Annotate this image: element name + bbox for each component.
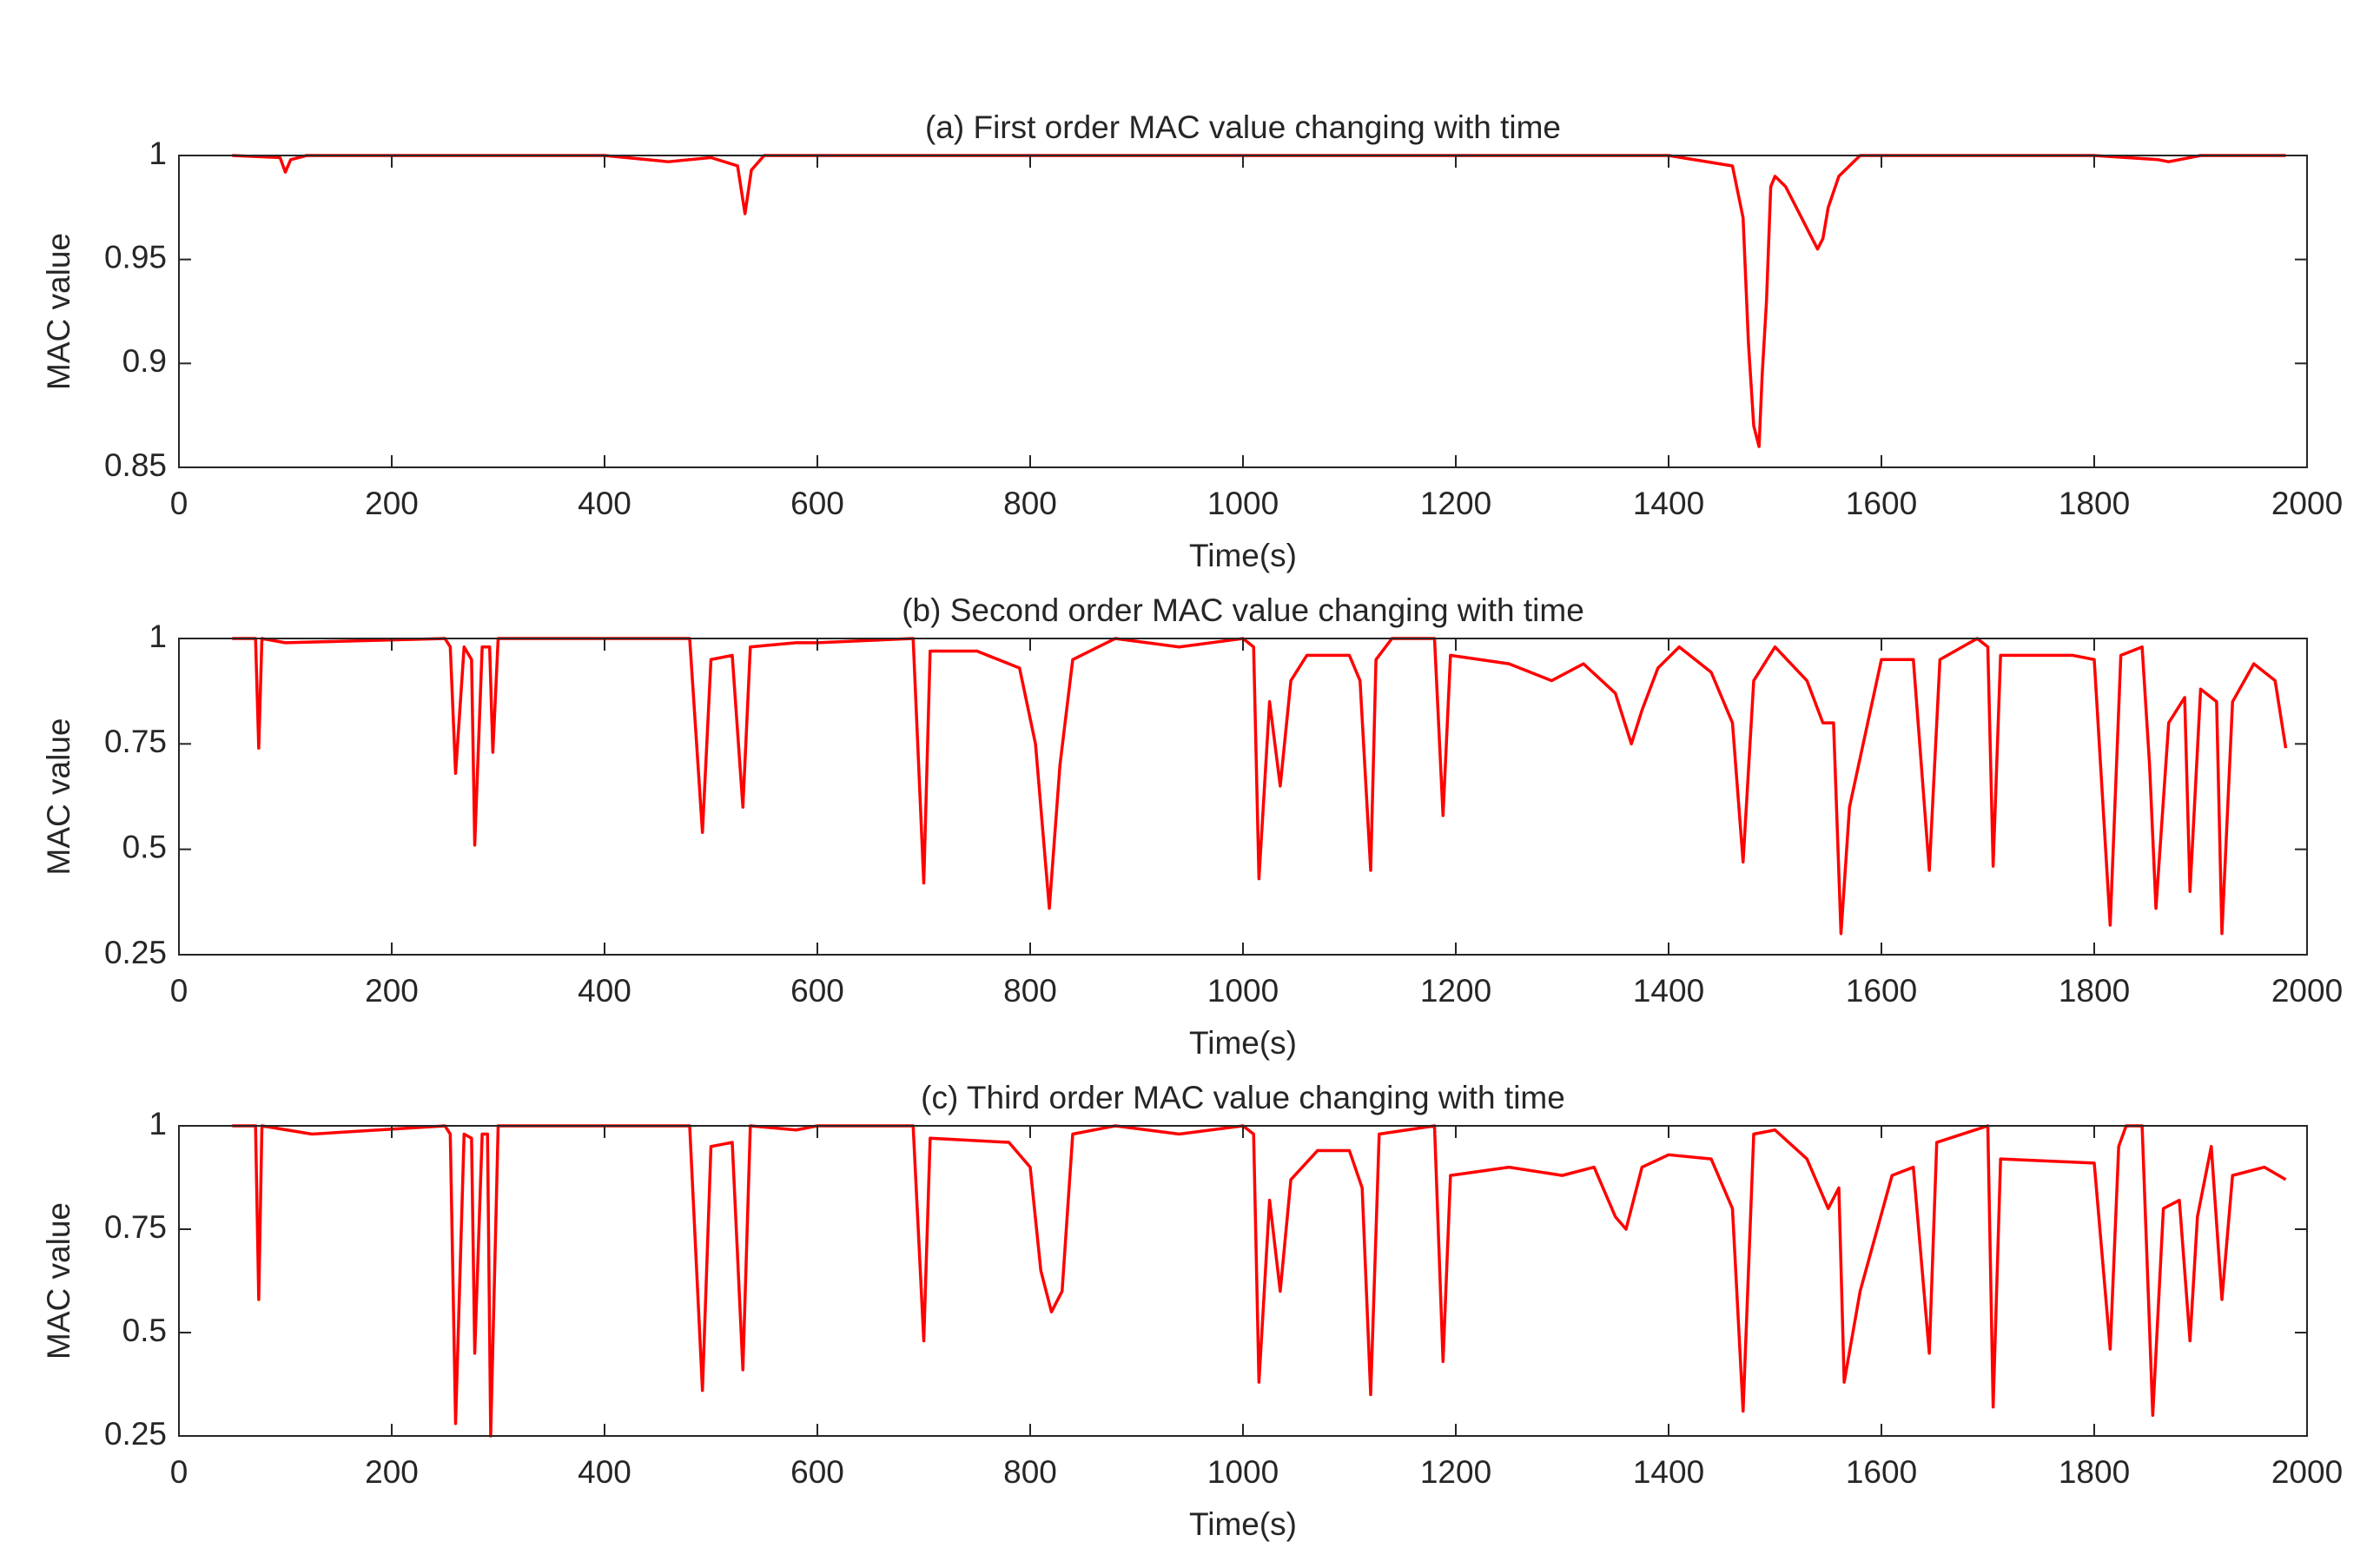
- x-tick-label: 800: [1003, 1454, 1057, 1490]
- x-tick-label: 1200: [1420, 973, 1491, 1009]
- x-tick-label: 0: [170, 486, 188, 521]
- y-tick-label: 0.25: [104, 935, 167, 970]
- y-tick-label: 0.5: [122, 829, 167, 864]
- plot-area: [179, 155, 2307, 467]
- x-tick-label: 800: [1003, 973, 1057, 1009]
- y-tick-label: 1: [149, 136, 167, 171]
- x-axis-label: Time(s): [1189, 1506, 1297, 1542]
- y-axis-label: MAC value: [41, 718, 76, 876]
- x-tick-label: 600: [790, 486, 844, 521]
- chart-title: (a) First order MAC value changing with …: [925, 109, 1561, 145]
- x-tick-label: 1600: [1846, 486, 1917, 521]
- x-tick-label: 1400: [1633, 973, 1704, 1009]
- x-tick-label: 1800: [2059, 486, 2130, 521]
- y-tick-label: 1: [149, 1106, 167, 1141]
- x-tick-label: 200: [365, 486, 419, 521]
- data-line: [232, 154, 2286, 448]
- x-tick-label: 1600: [1846, 1454, 1917, 1490]
- x-axis-label: Time(s): [1189, 1025, 1297, 1061]
- x-tick-label: 1400: [1633, 1454, 1704, 1490]
- x-tick-label: 0: [170, 1454, 188, 1490]
- x-tick-label: 0: [170, 973, 188, 1009]
- x-tick-label: 2000: [2271, 973, 2343, 1009]
- y-tick-label: 0.75: [104, 724, 167, 759]
- x-tick-label: 800: [1003, 486, 1057, 521]
- y-tick-label: 0.95: [104, 239, 167, 275]
- x-tick-label: 2000: [2271, 1454, 2343, 1490]
- y-axis-label: MAC value: [41, 233, 76, 390]
- x-tick-label: 1200: [1420, 486, 1491, 521]
- y-tick-label: 0.25: [104, 1416, 167, 1452]
- y-tick-label: 1: [149, 619, 167, 654]
- y-tick-label: 0.9: [122, 343, 167, 379]
- plot-area: [179, 638, 2307, 955]
- x-tick-label: 1800: [2059, 1454, 2130, 1490]
- x-tick-label: 400: [578, 973, 631, 1009]
- x-tick-label: 1200: [1420, 1454, 1491, 1490]
- x-tick-label: 200: [365, 1454, 419, 1490]
- x-tick-label: 1000: [1207, 486, 1279, 521]
- chart-title: (c) Third order MAC value changing with …: [921, 1080, 1565, 1115]
- x-tick-label: 600: [790, 973, 844, 1009]
- x-tick-label: 2000: [2271, 486, 2343, 521]
- y-axis-label: MAC value: [41, 1202, 76, 1360]
- x-tick-label: 1400: [1633, 486, 1704, 521]
- x-tick-label: 400: [578, 486, 631, 521]
- x-tick-label: 200: [365, 973, 419, 1009]
- y-tick-label: 0.85: [104, 447, 167, 483]
- x-tick-label: 1000: [1207, 973, 1279, 1009]
- x-tick-label: 400: [578, 1454, 631, 1490]
- y-tick-label: 0.75: [104, 1209, 167, 1245]
- x-tick-label: 1800: [2059, 973, 2130, 1009]
- chart-title: (b) Second order MAC value changing with…: [902, 592, 1584, 628]
- plot-area: [179, 1126, 2307, 1436]
- x-tick-label: 1600: [1846, 973, 1917, 1009]
- x-tick-label: 600: [790, 1454, 844, 1490]
- x-tick-label: 1000: [1207, 1454, 1279, 1490]
- x-axis-label: Time(s): [1189, 538, 1297, 573]
- y-tick-label: 0.5: [122, 1313, 167, 1348]
